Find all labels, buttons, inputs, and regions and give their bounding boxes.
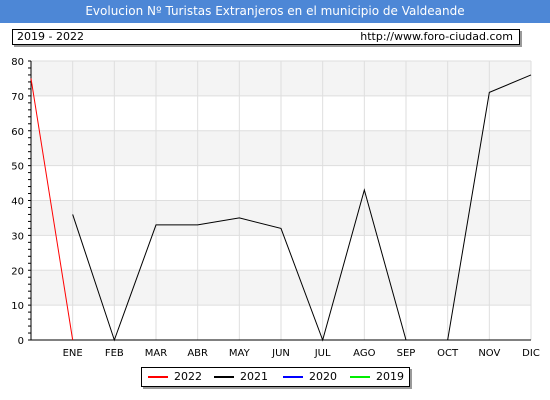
x-tick-label: JUL bbox=[314, 348, 331, 359]
source-url[interactable]: http://www.foro-ciudad.com bbox=[360, 30, 513, 43]
legend-swatch-2022 bbox=[148, 376, 168, 378]
chart-title: Evolucion Nº Turistas Extranjeros en el … bbox=[0, 0, 550, 23]
legend-label-2019: 2019 bbox=[376, 370, 404, 383]
info-bar: 2019 - 2022 http://www.foro-ciudad.com bbox=[12, 29, 520, 45]
y-tick-label: 20 bbox=[11, 266, 24, 277]
y-tick-label: 70 bbox=[11, 92, 24, 103]
legend-swatch-2021 bbox=[214, 376, 234, 378]
y-tick-label: 0 bbox=[18, 336, 24, 347]
y-tick-label: 80 bbox=[11, 57, 24, 68]
x-tick-label: JUN bbox=[271, 348, 290, 359]
legend: 2022 2021 2020 2019 bbox=[141, 367, 410, 387]
year-range: 2019 - 2022 bbox=[17, 30, 84, 43]
x-tick-label: NOV bbox=[478, 348, 500, 359]
x-tick-label: DIC bbox=[522, 348, 540, 359]
legend-swatch-2019 bbox=[350, 376, 370, 378]
y-tick-label: 10 bbox=[11, 301, 24, 312]
series-line-2021 bbox=[72, 74, 532, 342]
x-tick-label: ABR bbox=[187, 348, 208, 359]
x-tick-label: FEB bbox=[105, 348, 124, 359]
legend-swatch-2020 bbox=[283, 376, 303, 378]
x-tick-label: MAR bbox=[145, 348, 167, 359]
legend-label-2021: 2021 bbox=[240, 370, 268, 383]
legend-label-2022: 2022 bbox=[174, 370, 202, 383]
legend-label-2020: 2020 bbox=[309, 370, 337, 383]
x-tick-label: AGO bbox=[353, 348, 375, 359]
y-tick-label: 30 bbox=[11, 231, 24, 242]
series-line-2022 bbox=[30, 78, 74, 341]
x-tick-label: ENE bbox=[63, 348, 83, 359]
x-tick-label: OCT bbox=[437, 348, 459, 359]
x-tick-label: SEP bbox=[397, 348, 416, 359]
y-tick-label: 40 bbox=[11, 197, 24, 208]
x-tick-label: MAY bbox=[229, 348, 251, 359]
y-tick-label: 50 bbox=[11, 162, 24, 173]
y-tick-label: 60 bbox=[11, 127, 24, 138]
